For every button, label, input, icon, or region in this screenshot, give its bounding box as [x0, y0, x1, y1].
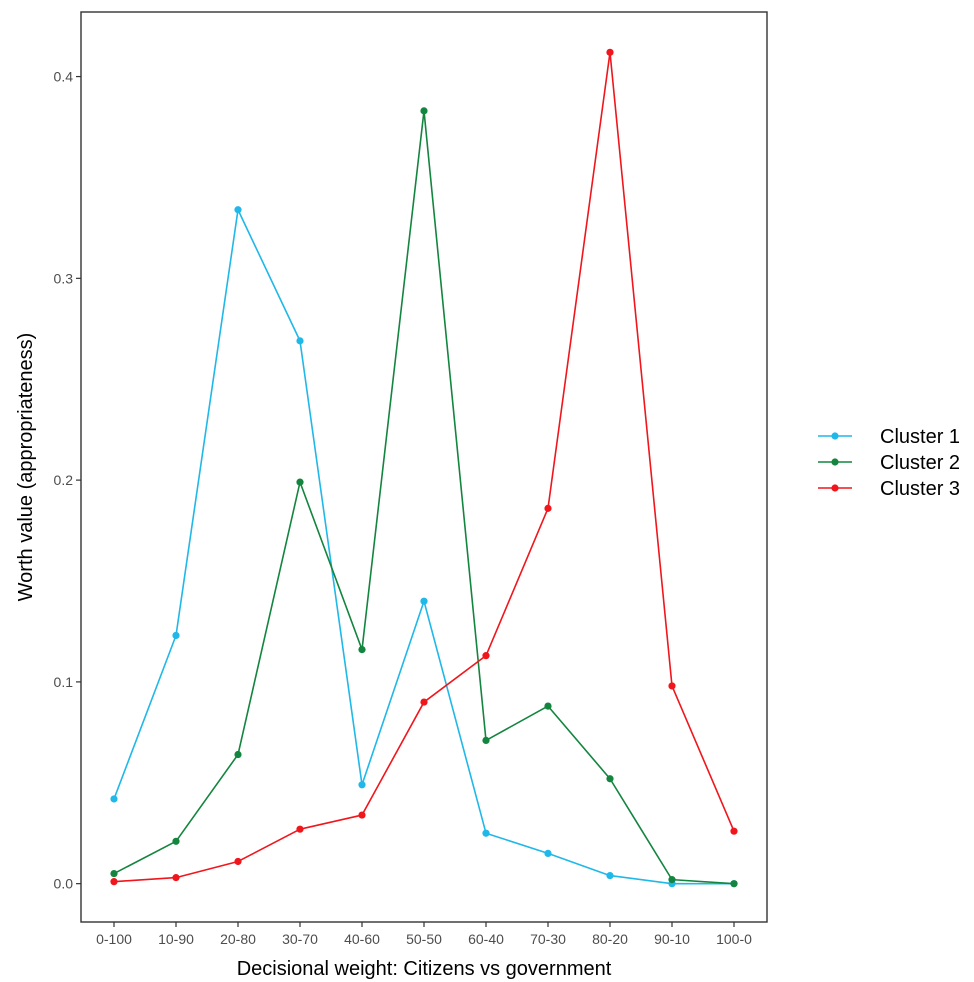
data-point — [420, 107, 428, 115]
series-layer — [110, 48, 738, 888]
data-point — [234, 206, 242, 214]
data-point — [110, 795, 118, 803]
data-point — [110, 869, 118, 878]
data-point — [606, 871, 614, 880]
series-cluster-2 — [110, 107, 738, 888]
axes-layer: 0.0 0.1 0.2 0.3 0.4 0-100 10-90 20-80 30-70 40-60… — [54, 69, 753, 947]
legend: Cluster 1 Cluster 2 Cluster 3 — [818, 426, 960, 500]
data-point — [296, 478, 304, 486]
x-tick-label: 30-70 — [282, 931, 318, 947]
y-tick-label: 0.0 — [54, 876, 74, 892]
data-point — [172, 874, 180, 882]
data-point — [730, 880, 738, 888]
data-point — [234, 750, 242, 759]
data-point — [172, 837, 180, 845]
plot-panel-border — [80, 11, 768, 923]
data-point — [730, 827, 738, 835]
legend-item-cluster-1: Cluster 1 — [818, 426, 960, 448]
legend-item-cluster-2: Cluster 2 — [818, 452, 960, 474]
data-point — [482, 736, 490, 745]
legend-key-point — [831, 484, 839, 492]
series-cluster-3 — [110, 48, 738, 886]
x-tick-label: 60-40 — [468, 931, 504, 947]
y-tick-label: 0.1 — [54, 674, 74, 690]
x-tick-label: 70-30 — [530, 931, 566, 947]
legend-label: Cluster 3 — [880, 478, 960, 500]
data-point — [606, 48, 614, 56]
data-point — [296, 825, 304, 833]
x-tick-label: 50-50 — [406, 931, 442, 947]
data-point — [234, 857, 242, 866]
data-point — [668, 682, 676, 690]
legend-label: Cluster 1 — [880, 426, 960, 448]
data-point — [296, 337, 304, 345]
y-tick-label: 0.3 — [54, 270, 74, 286]
legend-item-cluster-3: Cluster 3 — [818, 478, 960, 500]
data-point — [606, 775, 614, 783]
data-point — [420, 597, 428, 605]
data-point — [358, 646, 366, 654]
data-point — [172, 631, 180, 640]
data-point — [358, 811, 366, 819]
data-point — [420, 698, 428, 706]
x-tick-label: 90-10 — [654, 931, 690, 947]
y-axis-title: Worth value (appropriateness) — [15, 333, 37, 602]
x-tick-label: 20-80 — [220, 931, 256, 947]
data-point — [544, 504, 552, 512]
x-tick-label: 10-90 — [158, 931, 194, 947]
data-point — [358, 781, 366, 789]
legend-key-point — [831, 432, 839, 440]
y-tick-label: 0.2 — [54, 472, 74, 488]
x-axis-title: Decisional weight: Citizens vs governmen… — [237, 958, 612, 980]
data-point — [544, 702, 552, 710]
legend-label: Cluster 2 — [880, 452, 960, 474]
x-tick-label: 100-0 — [716, 931, 752, 947]
data-point — [668, 876, 676, 884]
x-tick-label: 80-20 — [592, 931, 628, 947]
data-point — [482, 829, 490, 837]
data-point — [482, 652, 490, 660]
x-tick-label: 40-60 — [344, 931, 380, 947]
data-point — [544, 849, 552, 857]
x-tick-label: 0-100 — [96, 931, 132, 947]
data-point — [110, 878, 118, 886]
y-tick-label: 0.4 — [54, 69, 74, 85]
legend-key-point — [831, 458, 839, 466]
